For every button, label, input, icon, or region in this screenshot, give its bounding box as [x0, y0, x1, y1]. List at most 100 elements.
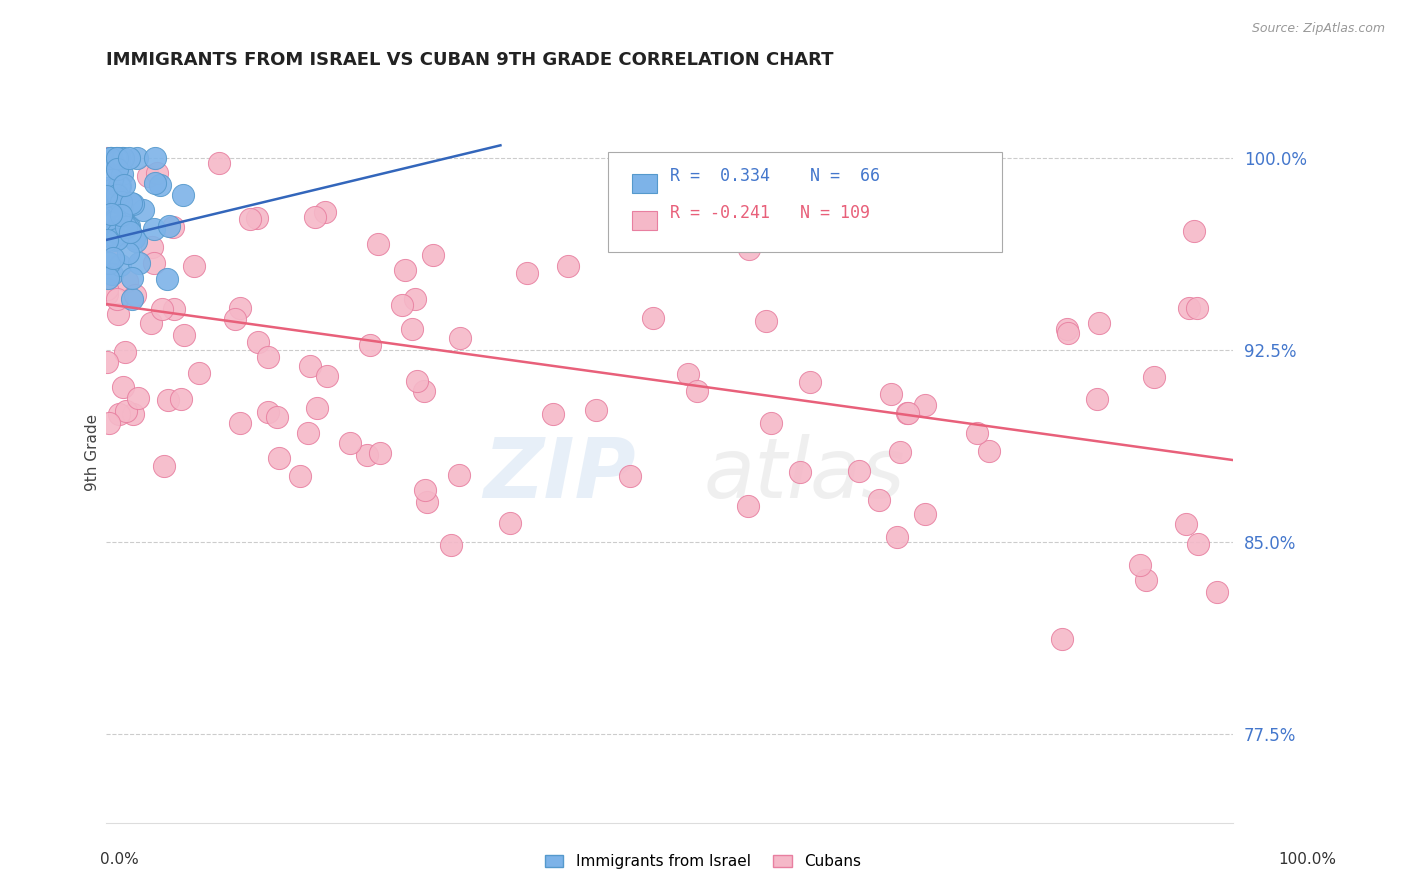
- Point: [108, 178, 131, 193]
- Point: [239, 212, 262, 227]
- Point: [557, 259, 579, 273]
- Point: [111, 167, 134, 181]
- Point: [966, 426, 988, 441]
- Point: [257, 404, 280, 418]
- Point: [297, 426, 319, 441]
- Point: [914, 398, 936, 412]
- Point: [229, 301, 252, 315]
- Point: [1088, 316, 1111, 330]
- Point: [367, 236, 389, 251]
- Text: ZIP: ZIP: [484, 434, 636, 516]
- Point: [127, 391, 149, 405]
- Point: [103, 251, 125, 265]
- Point: [97, 271, 120, 285]
- Point: [96, 287, 118, 301]
- Point: [118, 219, 141, 234]
- Point: [246, 211, 269, 226]
- Point: [100, 151, 122, 165]
- Point: [141, 240, 163, 254]
- Point: [149, 178, 172, 192]
- Point: [121, 271, 143, 285]
- Point: [143, 256, 166, 270]
- Point: [747, 206, 769, 220]
- Point: [789, 466, 811, 480]
- Point: [368, 446, 391, 460]
- Point: [152, 459, 174, 474]
- Point: [394, 263, 416, 277]
- Point: [105, 231, 128, 245]
- Point: [914, 508, 936, 522]
- Point: [103, 214, 125, 228]
- Point: [447, 467, 470, 482]
- Point: [449, 331, 471, 345]
- Point: [96, 227, 118, 242]
- Point: [404, 292, 426, 306]
- Point: [761, 416, 783, 430]
- FancyBboxPatch shape: [607, 152, 1002, 252]
- Point: [163, 301, 186, 316]
- Point: [115, 274, 138, 288]
- Point: [156, 272, 179, 286]
- Point: [257, 350, 280, 364]
- Point: [118, 225, 141, 239]
- Point: [1182, 224, 1205, 238]
- Point: [107, 227, 129, 242]
- Point: [290, 469, 312, 483]
- Point: [391, 298, 413, 312]
- Point: [96, 151, 118, 165]
- Point: [637, 191, 659, 205]
- Text: R =  0.334    N =  66: R = 0.334 N = 66: [669, 167, 880, 185]
- Point: [114, 345, 136, 359]
- Point: [107, 307, 129, 321]
- Point: [738, 243, 761, 257]
- Point: [1135, 573, 1157, 587]
- Point: [143, 176, 166, 190]
- Point: [229, 416, 252, 430]
- Point: [111, 200, 134, 214]
- Point: [97, 249, 120, 263]
- Point: [413, 483, 436, 497]
- Point: [405, 374, 427, 388]
- Point: [889, 444, 911, 458]
- Point: [104, 186, 127, 200]
- Point: [110, 151, 132, 165]
- Point: [98, 151, 121, 165]
- Point: [307, 401, 329, 415]
- Point: [108, 407, 131, 421]
- Point: [142, 221, 165, 235]
- Point: [101, 172, 124, 186]
- Point: [737, 499, 759, 513]
- Point: [96, 219, 118, 233]
- Point: [96, 281, 118, 295]
- Point: [115, 220, 138, 235]
- Point: [100, 207, 122, 221]
- Point: [304, 210, 326, 224]
- Point: [146, 166, 169, 180]
- Point: [879, 386, 901, 401]
- Point: [676, 367, 699, 381]
- Point: [1206, 584, 1229, 599]
- Point: [1143, 370, 1166, 384]
- Point: [96, 355, 118, 369]
- Point: [96, 255, 118, 269]
- Point: [868, 492, 890, 507]
- Point: [112, 178, 135, 193]
- Point: [112, 151, 135, 165]
- Point: [1187, 537, 1209, 551]
- Text: 100.0%: 100.0%: [1278, 852, 1337, 867]
- Point: [247, 335, 270, 350]
- Point: [886, 530, 908, 544]
- Point: [104, 194, 127, 208]
- Point: [150, 301, 173, 316]
- Point: [105, 161, 128, 176]
- FancyBboxPatch shape: [633, 174, 657, 193]
- Point: [125, 151, 148, 165]
- Point: [641, 311, 664, 326]
- Point: [848, 464, 870, 478]
- Point: [108, 227, 131, 241]
- Point: [1187, 301, 1209, 316]
- Legend: Immigrants from Israel, Cubans: Immigrants from Israel, Cubans: [538, 848, 868, 875]
- Point: [339, 436, 361, 450]
- Point: [121, 292, 143, 306]
- Point: [100, 151, 122, 165]
